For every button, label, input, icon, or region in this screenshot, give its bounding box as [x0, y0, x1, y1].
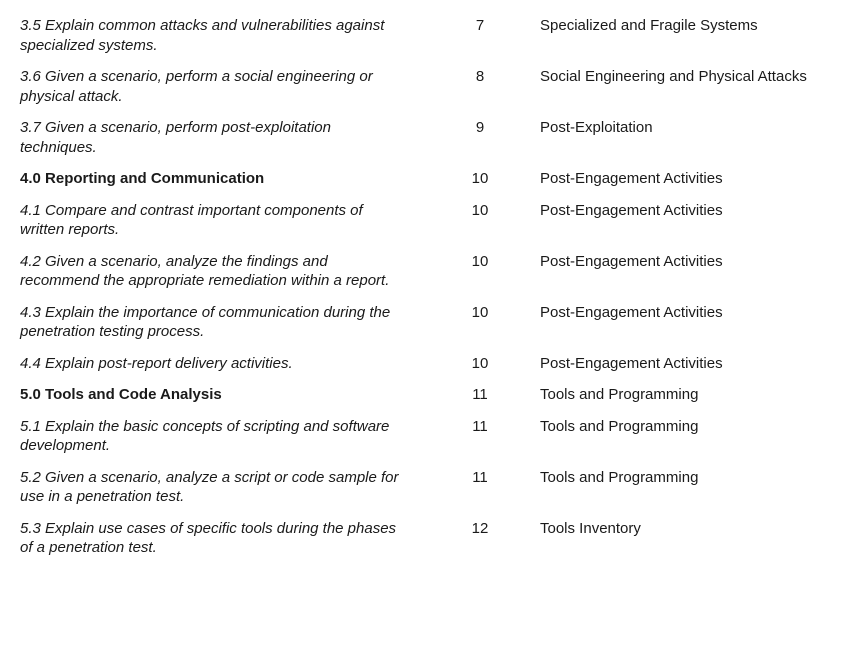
objective-cell: 5.2 Given a scenario, analyze a script o…: [20, 468, 420, 507]
table-row: 5.0 Tools and Code Analysis11Tools and P…: [20, 379, 833, 411]
objective-cell: 4.1 Compare and contrast important compo…: [20, 201, 420, 240]
chapter-cell: 8: [420, 67, 540, 87]
objective-cell: 4.0 Reporting and Communication: [20, 169, 420, 189]
table-row: 5.3 Explain use cases of specific tools …: [20, 513, 833, 564]
topic-cell: Post-Engagement Activities: [540, 201, 833, 221]
topic-cell: Post-Engagement Activities: [540, 169, 833, 189]
objective-cell: 5.1 Explain the basic concepts of script…: [20, 417, 420, 456]
topic-cell: Tools and Programming: [540, 385, 833, 405]
chapter-cell: 10: [420, 303, 540, 323]
topic-cell: Post-Engagement Activities: [540, 303, 833, 323]
objective-cell: 3.5 Explain common attacks and vulnerabi…: [20, 16, 420, 55]
topic-cell: Post-Engagement Activities: [540, 354, 833, 374]
table-row: 5.2 Given a scenario, analyze a script o…: [20, 462, 833, 513]
objective-cell: 3.7 Given a scenario, perform post-explo…: [20, 118, 420, 157]
table-row: 3.5 Explain common attacks and vulnerabi…: [20, 10, 833, 61]
objective-cell: 4.4 Explain post-report delivery activit…: [20, 354, 420, 374]
objective-cell: 5.0 Tools and Code Analysis: [20, 385, 420, 405]
table-row: 3.7 Given a scenario, perform post-explo…: [20, 112, 833, 163]
table-row: 4.0 Reporting and Communication10Post-En…: [20, 163, 833, 195]
chapter-cell: 10: [420, 252, 540, 272]
table-row: 4.4 Explain post-report delivery activit…: [20, 348, 833, 380]
table-row: 5.1 Explain the basic concepts of script…: [20, 411, 833, 462]
chapter-cell: 9: [420, 118, 540, 138]
topic-cell: Social Engineering and Physical Attacks: [540, 67, 833, 87]
chapter-cell: 11: [420, 468, 540, 488]
objective-cell: 4.2 Given a scenario, analyze the findin…: [20, 252, 420, 291]
topic-cell: Post-Exploitation: [540, 118, 833, 138]
table-row: 4.2 Given a scenario, analyze the findin…: [20, 246, 833, 297]
chapter-cell: 10: [420, 201, 540, 221]
chapter-cell: 10: [420, 169, 540, 189]
topic-cell: Specialized and Fragile Systems: [540, 16, 833, 36]
topic-cell: Post-Engagement Activities: [540, 252, 833, 272]
chapter-cell: 11: [420, 417, 540, 437]
topic-cell: Tools and Programming: [540, 417, 833, 437]
objective-cell: 5.3 Explain use cases of specific tools …: [20, 519, 420, 558]
chapter-cell: 10: [420, 354, 540, 374]
chapter-cell: 7: [420, 16, 540, 36]
table-row: 3.6 Given a scenario, perform a social e…: [20, 61, 833, 112]
table-row: 4.1 Compare and contrast important compo…: [20, 195, 833, 246]
chapter-cell: 11: [420, 385, 540, 405]
objective-cell: 4.3 Explain the importance of communicat…: [20, 303, 420, 342]
objectives-table: 3.5 Explain common attacks and vulnerabi…: [20, 10, 833, 564]
chapter-cell: 12: [420, 519, 540, 539]
topic-cell: Tools and Programming: [540, 468, 833, 488]
objective-cell: 3.6 Given a scenario, perform a social e…: [20, 67, 420, 106]
topic-cell: Tools Inventory: [540, 519, 833, 539]
table-row: 4.3 Explain the importance of communicat…: [20, 297, 833, 348]
